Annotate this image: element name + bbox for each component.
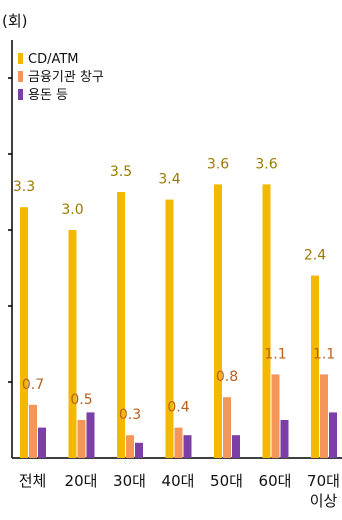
bar [68, 230, 77, 458]
data-label: 0.8 [216, 369, 238, 385]
bar [232, 435, 240, 458]
legend-swatch [18, 89, 23, 100]
data-labels: 3.3 0.7 3.0 0.5 3.5 0.3 3.4 0.4 3.6 0.8 3.6 1.1 2.4 1… [13, 156, 335, 423]
bar [174, 427, 183, 458]
x-tick-label: 이상 [310, 492, 338, 510]
data-label: 1.1 [313, 346, 335, 362]
data-label: 0.5 [70, 392, 92, 408]
bar [29, 404, 37, 458]
data-label: 3.6 [207, 156, 229, 172]
bar [38, 427, 46, 458]
data-label: 3.5 [110, 164, 132, 180]
x-tick-label: 전체 [19, 472, 47, 490]
legend-entry: CD/ATM [28, 52, 79, 67]
data-label: 3.3 [13, 179, 35, 195]
x-tick-label: 30대 [113, 472, 146, 490]
bar [280, 420, 289, 458]
x-tick-label: 70대 [307, 472, 340, 490]
bar [126, 435, 134, 458]
data-label: 3.4 [158, 172, 180, 188]
data-label: 0.7 [22, 377, 44, 393]
legend-entry: 금융기관 창구 [28, 70, 104, 85]
bar [320, 374, 328, 458]
data-label: 0.3 [119, 407, 141, 423]
bar [117, 192, 125, 458]
bar [77, 420, 86, 458]
bar [20, 207, 28, 458]
x-tick-label: 40대 [162, 472, 195, 490]
x-tick-label: 60대 [259, 472, 292, 490]
bar [223, 397, 231, 458]
x-tick-label: 50대 [210, 472, 243, 490]
bar [86, 412, 95, 458]
data-label: 3.0 [61, 202, 83, 218]
bar [311, 275, 319, 458]
bar [183, 435, 192, 458]
bar [165, 199, 174, 458]
bar [135, 442, 143, 458]
data-label: 0.4 [167, 400, 189, 416]
data-label: 2.4 [304, 248, 326, 264]
data-label: 3.6 [255, 156, 277, 172]
legend-swatch [18, 71, 23, 82]
bar [262, 184, 271, 458]
bar [271, 374, 280, 458]
bars [20, 184, 337, 458]
x-tick-label: 20대 [65, 472, 98, 490]
bar [214, 184, 222, 458]
legend-swatch [18, 53, 23, 64]
unit-label: (회) [2, 12, 28, 30]
bar [329, 412, 337, 458]
legend-entry: 용돈 등 [28, 88, 68, 103]
data-label: 1.1 [264, 346, 286, 362]
